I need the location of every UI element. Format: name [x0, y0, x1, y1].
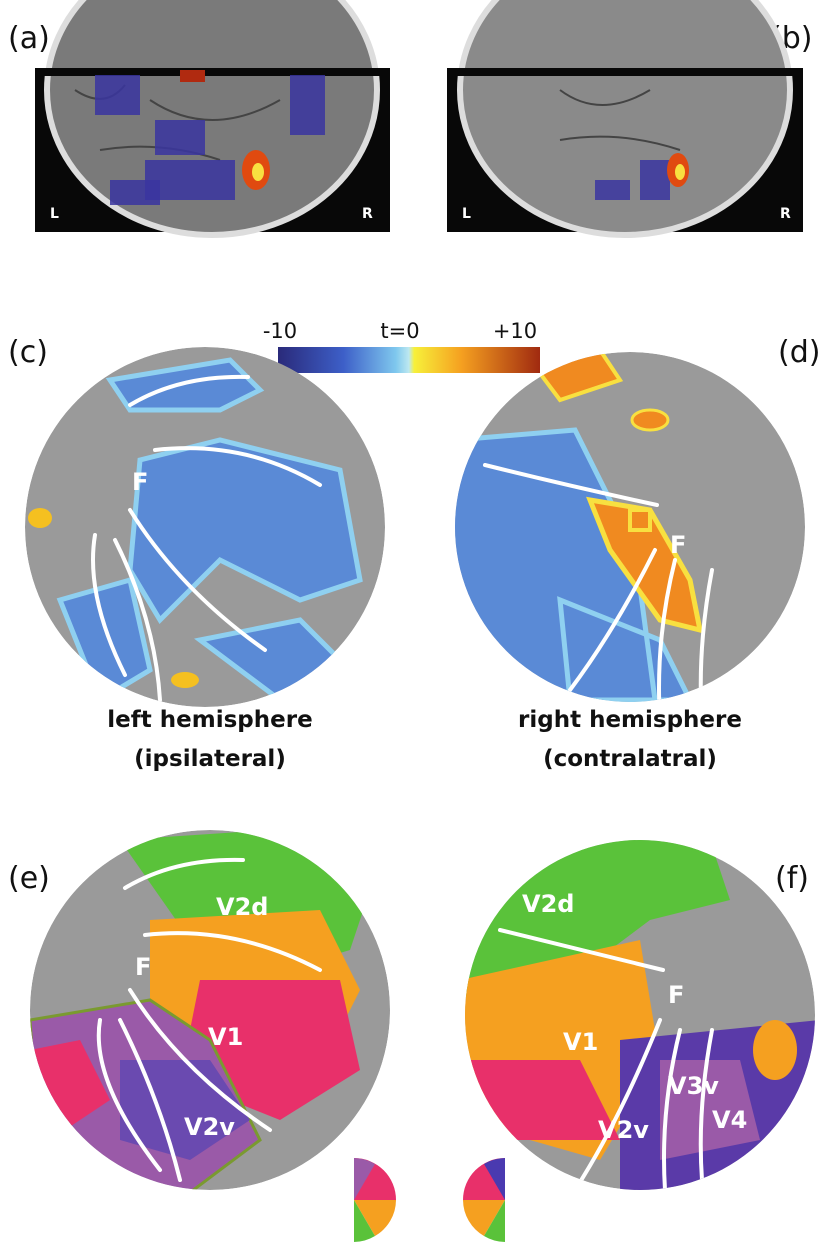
area-label: V2v — [598, 1116, 649, 1144]
colorbar-mid: t=0 — [380, 319, 419, 343]
area-label: V1 — [563, 1028, 598, 1056]
area-label: V3v — [668, 1072, 719, 1100]
area-label: V1 — [208, 1023, 243, 1051]
flatmap: F — [25, 347, 385, 707]
area-label: V4 — [712, 1106, 747, 1134]
side-label: R — [362, 206, 373, 222]
mri-slice: L R — [447, 0, 803, 235]
mri-slice: L R — [35, 0, 390, 235]
area-label: F — [135, 953, 151, 981]
colorbar: -10 t=0 +10 — [263, 319, 540, 373]
field-key — [354, 1158, 505, 1242]
panel-label: (f) — [775, 861, 809, 896]
side-label: L — [462, 206, 471, 222]
figure: (a) L R (b) L R -10 t=0 +10 (c) F (d) F … — [0, 0, 823, 1249]
caption: (ipsilateral) — [134, 746, 286, 772]
caption: left hemisphere — [107, 707, 312, 733]
panel-label: (c) — [8, 335, 48, 370]
side-label: R — [780, 206, 791, 222]
area-label: V2d — [522, 890, 574, 918]
landmark-label: F — [670, 531, 686, 559]
flatmap: V2d F V1 V2v V3v V4 — [450, 840, 820, 1190]
side-label: L — [50, 206, 59, 222]
area-label: F — [668, 981, 684, 1009]
panel-label: (d) — [778, 335, 820, 370]
colorbar-max: +10 — [493, 319, 537, 343]
area-label: V2v — [184, 1113, 235, 1141]
colorbar-min: -10 — [263, 319, 297, 343]
flatmap: F — [445, 350, 805, 720]
area-label: V2d — [216, 893, 268, 921]
caption: right hemisphere — [518, 707, 742, 733]
flatmap: V2d F V1 V2v — [30, 830, 390, 1200]
caption: (contralatral) — [543, 746, 717, 772]
landmark-label: F — [132, 468, 148, 496]
panel-label: (a) — [8, 21, 50, 56]
panel-label: (e) — [8, 861, 50, 896]
